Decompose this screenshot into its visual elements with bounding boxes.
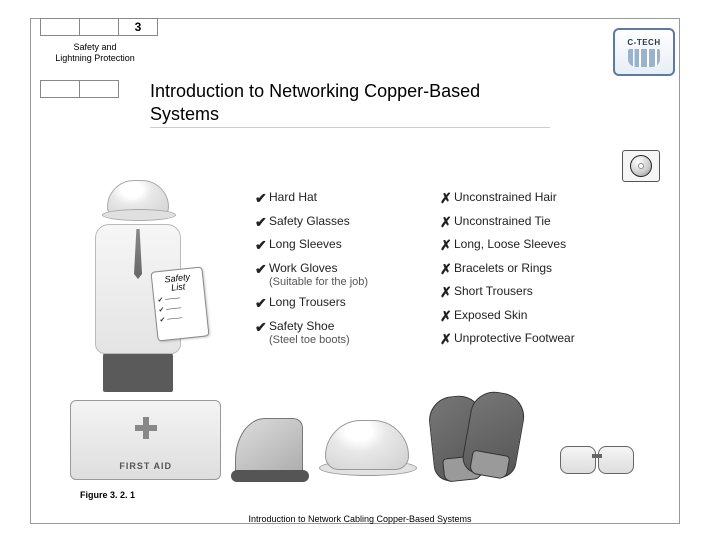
check-icon: ✔ <box>255 295 269 313</box>
check-icon: ✔ <box>255 261 269 279</box>
first-aid-label: FIRST AID <box>71 461 220 471</box>
gear-row: FIRST AID <box>70 364 640 480</box>
cd-icon <box>630 155 652 177</box>
list-item: ✔Long Trousers <box>255 295 425 313</box>
list-item: ✔Hard Hat <box>255 190 425 208</box>
top-tab-empty-2 <box>79 18 119 36</box>
x-icon: ✗ <box>440 284 454 302</box>
check-icon: ✔ <box>255 319 269 337</box>
list-item: ✗Unconstrained Hair <box>440 190 640 208</box>
list-item-label: Exposed Skin <box>454 308 527 323</box>
list-item: ✔Work Gloves(Suitable for the job) <box>255 261 425 290</box>
hard-hat-icon <box>319 410 415 480</box>
x-icon: ✗ <box>440 331 454 349</box>
worker-hardhat-icon <box>107 180 169 218</box>
list-item-sub: (Suitable for the job) <box>269 276 368 290</box>
clipboard-icon: Safety List ✔ ─── ✔ ─── ✔ ─── <box>150 266 209 341</box>
footer-text: Introduction to Network Cabling Copper-B… <box>0 514 720 524</box>
list-item: ✔Safety Shoe(Steel toe boots) <box>255 319 425 348</box>
list-item-label: Unconstrained Tie <box>454 214 551 229</box>
logo-skyline-icon <box>628 49 660 67</box>
list-item: ✗Exposed Skin <box>440 308 640 326</box>
cross-icon <box>135 417 157 439</box>
list-item-label: Hard Hat <box>269 190 317 205</box>
first-aid-kit-icon: FIRST AID <box>70 400 221 480</box>
list-item-label: Long, Loose Sleeves <box>454 237 566 252</box>
list-item-label: Unconstrained Hair <box>454 190 557 205</box>
bottom-tab-empty-2 <box>79 80 119 98</box>
check-icon: ✔ <box>255 190 269 208</box>
list-item: ✗Short Trousers <box>440 284 640 302</box>
list-item-label: Unprotective Footwear <box>454 331 575 346</box>
list-item: ✗Long, Loose Sleeves <box>440 237 640 255</box>
x-icon: ✗ <box>440 237 454 255</box>
list-item-sub: (Steel toe boots) <box>269 334 350 348</box>
list-item: ✗Unconstrained Tie <box>440 214 640 232</box>
list-item: ✗Bracelets or Rings <box>440 261 640 279</box>
list-item-label: Work Gloves(Suitable for the job) <box>269 261 368 290</box>
list-item: ✗Unprotective Footwear <box>440 331 640 349</box>
bad-checklist: ✗Unconstrained Hair✗Unconstrained Tie✗Lo… <box>440 190 640 355</box>
list-item-label: Bracelets or Rings <box>454 261 552 276</box>
bottom-tab-row <box>40 80 118 98</box>
check-icon: ✔ <box>255 237 269 255</box>
list-item: ✔Safety Glasses <box>255 214 425 232</box>
ctech-logo: C-TECH <box>613 28 675 76</box>
worker-torso: Safety List ✔ ─── ✔ ─── ✔ ─── <box>95 224 181 354</box>
section-label: Safety and Lightning Protection <box>55 42 135 64</box>
x-icon: ✗ <box>440 308 454 326</box>
bottom-tab-empty-1 <box>40 80 80 98</box>
worker-tie-icon <box>134 229 142 279</box>
top-tab-empty-1 <box>40 18 80 36</box>
chapter-number-tab: 3 <box>118 18 158 36</box>
page-title: Introduction to Networking Copper-Based … <box>150 80 550 128</box>
safety-boot-icon <box>231 402 309 480</box>
x-icon: ✗ <box>440 214 454 232</box>
x-icon: ✗ <box>440 261 454 279</box>
list-item-label: Long Sleeves <box>269 237 342 252</box>
top-tab-row: 3 <box>40 18 157 36</box>
list-item-label: Long Trousers <box>269 295 346 310</box>
gloves-icon <box>425 390 545 480</box>
x-icon: ✗ <box>440 190 454 208</box>
list-item: ✔Long Sleeves <box>255 237 425 255</box>
figure-caption: Figure 3. 2. 1 <box>80 490 135 500</box>
figure-area: Safety List ✔ ─── ✔ ─── ✔ ─── ✔Hard Hat✔… <box>70 190 650 480</box>
disc-icon <box>622 150 660 182</box>
good-checklist: ✔Hard Hat✔Safety Glasses✔Long Sleeves✔Wo… <box>255 190 425 354</box>
list-item-label: Safety Glasses <box>269 214 350 229</box>
list-item-label: Short Trousers <box>454 284 533 299</box>
logo-text: C-TECH <box>627 38 660 47</box>
safety-glasses-icon <box>554 432 640 480</box>
check-icon: ✔ <box>255 214 269 232</box>
list-item-label: Safety Shoe(Steel toe boots) <box>269 319 350 348</box>
